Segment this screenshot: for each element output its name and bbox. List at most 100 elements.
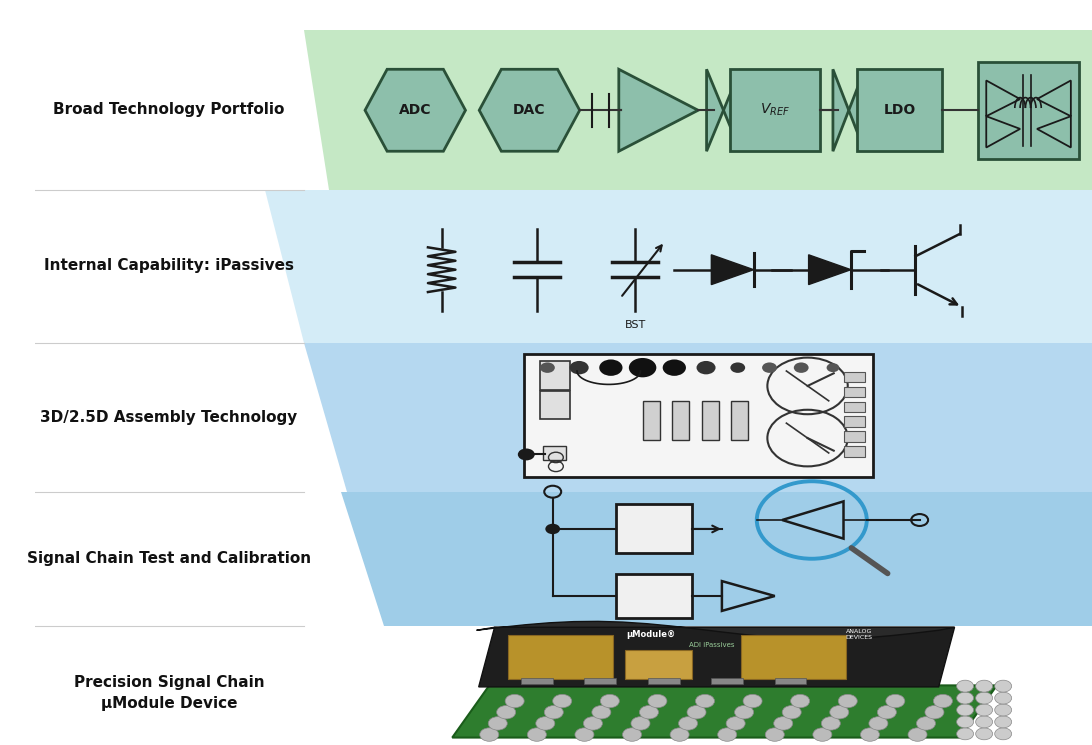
Polygon shape <box>848 69 865 151</box>
Polygon shape <box>305 343 1092 492</box>
FancyBboxPatch shape <box>524 355 874 478</box>
Circle shape <box>995 680 1011 692</box>
Polygon shape <box>452 685 997 738</box>
Polygon shape <box>619 69 698 151</box>
Circle shape <box>975 716 993 728</box>
FancyBboxPatch shape <box>625 650 692 679</box>
Polygon shape <box>341 492 1092 626</box>
Text: μModule®: μModule® <box>627 630 676 639</box>
Polygon shape <box>476 621 954 639</box>
Circle shape <box>541 363 555 373</box>
Circle shape <box>600 360 622 376</box>
Circle shape <box>553 694 572 708</box>
FancyBboxPatch shape <box>843 372 865 382</box>
Polygon shape <box>365 69 465 151</box>
Circle shape <box>574 728 594 741</box>
Circle shape <box>877 706 897 719</box>
Polygon shape <box>833 69 848 151</box>
Circle shape <box>957 704 974 716</box>
Circle shape <box>506 694 524 708</box>
Circle shape <box>782 706 802 719</box>
Circle shape <box>622 728 641 741</box>
FancyBboxPatch shape <box>702 401 719 440</box>
Circle shape <box>975 728 993 740</box>
Text: BST: BST <box>625 320 645 330</box>
Circle shape <box>696 694 714 708</box>
Polygon shape <box>305 30 1092 190</box>
Circle shape <box>592 706 610 719</box>
Text: ANALOG
DEVICES: ANALOG DEVICES <box>846 630 873 640</box>
Circle shape <box>743 694 762 708</box>
Text: ADI iPassives: ADI iPassives <box>689 642 734 648</box>
FancyBboxPatch shape <box>541 391 570 419</box>
FancyBboxPatch shape <box>508 635 613 679</box>
Text: DAC: DAC <box>513 104 546 117</box>
Circle shape <box>527 728 546 741</box>
FancyBboxPatch shape <box>673 401 689 440</box>
Circle shape <box>995 728 1011 740</box>
Circle shape <box>731 363 745 373</box>
FancyBboxPatch shape <box>648 678 679 684</box>
Circle shape <box>726 717 745 730</box>
FancyBboxPatch shape <box>616 574 692 618</box>
Text: ADC: ADC <box>399 104 431 117</box>
Circle shape <box>957 728 974 740</box>
Circle shape <box>830 706 848 719</box>
Circle shape <box>545 524 560 534</box>
Circle shape <box>601 694 619 708</box>
Circle shape <box>670 728 689 741</box>
Polygon shape <box>711 255 753 285</box>
Circle shape <box>762 363 776 373</box>
FancyBboxPatch shape <box>843 416 865 427</box>
Polygon shape <box>479 69 580 151</box>
Circle shape <box>791 694 809 708</box>
Circle shape <box>995 704 1011 716</box>
FancyBboxPatch shape <box>978 62 1079 159</box>
Circle shape <box>497 706 515 719</box>
Circle shape <box>774 717 793 730</box>
Circle shape <box>479 728 499 741</box>
Circle shape <box>957 716 974 728</box>
Circle shape <box>839 694 857 708</box>
Circle shape <box>629 358 656 378</box>
FancyBboxPatch shape <box>857 69 941 151</box>
Circle shape <box>544 706 563 719</box>
Circle shape <box>975 680 993 692</box>
Circle shape <box>794 363 808 373</box>
Circle shape <box>697 361 715 375</box>
Circle shape <box>934 694 952 708</box>
Circle shape <box>536 717 555 730</box>
Circle shape <box>869 717 888 730</box>
FancyBboxPatch shape <box>775 678 807 684</box>
Circle shape <box>488 717 508 730</box>
Text: Precision Signal Chain
μModule Device: Precision Signal Chain μModule Device <box>73 675 264 711</box>
Circle shape <box>886 694 905 708</box>
Circle shape <box>640 706 658 719</box>
Circle shape <box>735 706 753 719</box>
Text: $V_{REF}$: $V_{REF}$ <box>760 102 790 118</box>
Circle shape <box>957 692 974 704</box>
Circle shape <box>827 364 840 372</box>
Text: Signal Chain Test and Calibration: Signal Chain Test and Calibration <box>27 551 311 566</box>
Circle shape <box>925 706 943 719</box>
Circle shape <box>995 692 1011 704</box>
FancyBboxPatch shape <box>616 504 692 553</box>
FancyBboxPatch shape <box>843 387 865 397</box>
Circle shape <box>812 728 832 741</box>
FancyBboxPatch shape <box>541 361 570 390</box>
Polygon shape <box>265 190 1092 343</box>
FancyBboxPatch shape <box>732 401 748 440</box>
Circle shape <box>687 706 707 719</box>
Circle shape <box>648 694 667 708</box>
Circle shape <box>975 704 993 716</box>
FancyBboxPatch shape <box>584 678 616 684</box>
Text: 3D/2.5D Assembly Technology: 3D/2.5D Assembly Technology <box>40 410 297 425</box>
Polygon shape <box>724 69 740 151</box>
Circle shape <box>909 728 927 741</box>
Polygon shape <box>808 255 851 285</box>
FancyBboxPatch shape <box>642 401 660 440</box>
Circle shape <box>916 717 936 730</box>
FancyBboxPatch shape <box>843 402 865 412</box>
Circle shape <box>717 728 737 741</box>
Circle shape <box>860 728 879 741</box>
